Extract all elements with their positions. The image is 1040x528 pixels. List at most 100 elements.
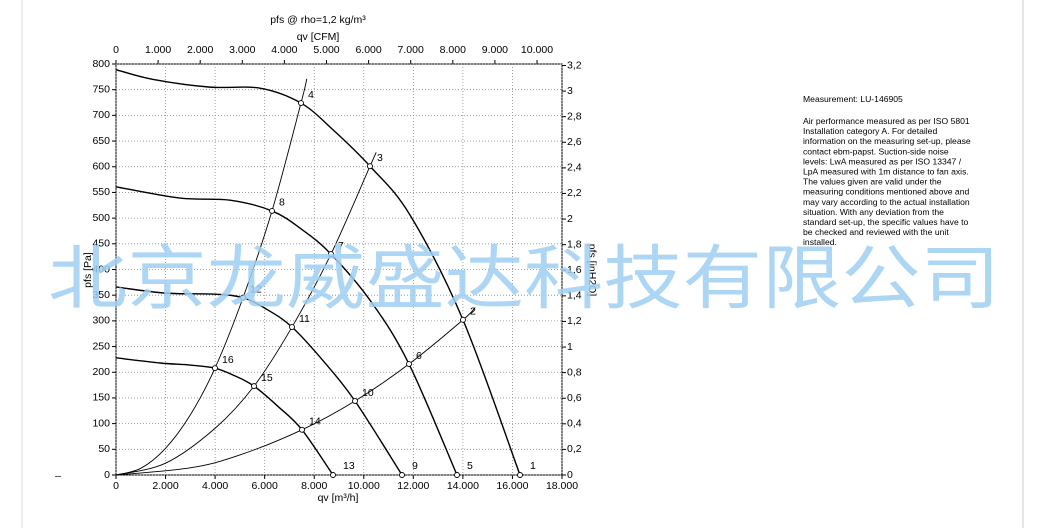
fan-curve	[115, 357, 334, 476]
note-line: may vary according to the actual install…	[803, 197, 970, 207]
point-label: 15	[261, 372, 273, 384]
note-line: Installation category A. For detailed	[803, 126, 937, 136]
note-line: standard set-up, the specific values hav…	[803, 217, 969, 227]
note-line: situation. With any deviation from the	[803, 207, 944, 217]
note-line: installed.	[803, 237, 837, 247]
note-line: Air performance measured as per ISO 5801	[803, 116, 970, 126]
y-axis-label: pfs [Pa]	[82, 252, 94, 288]
point-label: 6	[416, 350, 422, 362]
operating-point	[352, 398, 358, 404]
point-label: 1	[530, 460, 536, 472]
point-label: 5	[467, 460, 473, 472]
x2-tick-label: 9.000	[482, 44, 508, 56]
margin-mark: –	[55, 470, 61, 482]
x-tick-label: 2.000	[152, 480, 178, 492]
point-label: 8	[279, 197, 285, 209]
y2-tick-label: 0,4	[567, 418, 582, 430]
y2-tick-label: 2,2	[567, 187, 582, 199]
operating-point	[328, 251, 334, 258]
x-tick-label: 4.000	[202, 480, 228, 492]
operating-point	[212, 365, 218, 372]
operating-point	[240, 294, 246, 301]
point-label: 14	[309, 416, 321, 428]
operating-point	[460, 316, 466, 323]
system-curve	[115, 152, 377, 476]
y-tick-label: 100	[92, 417, 110, 429]
x-tick-label: 16.000	[496, 480, 528, 492]
y-tick-label: 450	[92, 238, 110, 250]
x2-tick-label: 0	[113, 44, 119, 56]
y-tick-label: 650	[92, 135, 110, 147]
note-line: LpA measured with 1m distance to fan axi…	[803, 167, 969, 177]
y2-tick-label: 0,8	[567, 366, 582, 378]
operating-point	[298, 100, 304, 106]
fan-curve	[115, 186, 458, 476]
y-tick-label: 600	[92, 161, 110, 173]
x2-tick-label: 2.000	[187, 44, 213, 56]
point-label: 11	[299, 313, 310, 325]
x2-tick-label: 1.000	[145, 44, 171, 56]
y-tick-label: 700	[92, 109, 110, 121]
x2-tick-label: 6.000	[355, 44, 381, 56]
x2-tick-label: 8.000	[440, 44, 466, 56]
point-label: 4	[308, 89, 314, 101]
fan-curve	[115, 286, 403, 476]
y-tick-label: 750	[92, 83, 110, 95]
operating-point	[517, 472, 523, 478]
operating-point	[299, 426, 305, 433]
y2-tick-label: 2,4	[567, 162, 582, 174]
point-label: 10	[362, 387, 374, 399]
y-tick-label: 0	[104, 469, 110, 481]
y-tick-label: 500	[92, 212, 110, 224]
fan-curve	[115, 68, 521, 476]
y2-tick-label: 3	[567, 85, 573, 97]
y2-tick-label: 1,8	[567, 238, 582, 250]
y2-tick-label: 1,6	[567, 264, 582, 276]
point-label: 13	[343, 460, 355, 472]
y-tick-label: 200	[92, 366, 110, 378]
system-curve	[115, 307, 476, 476]
x2-tick-label: 4.000	[271, 44, 297, 56]
measurement: Measurement: LU-146905	[803, 94, 903, 104]
y-tick-label: 400	[92, 263, 110, 275]
x2-tick-label: 7.000	[398, 44, 424, 56]
x-tick-label: 6.000	[252, 480, 278, 492]
y2-tick-label: 2	[567, 213, 573, 225]
operating-point	[454, 472, 460, 478]
y-tick-label: 150	[92, 392, 110, 404]
point-label: 12	[250, 284, 262, 296]
point-label: 2	[470, 306, 476, 318]
point-label: 16	[222, 354, 234, 366]
y2-tick-label: 0,2	[567, 443, 582, 455]
y2-tick-label: 1,2	[567, 315, 582, 327]
watermark: 北京龙威盛达科技有限公司	[48, 239, 1000, 317]
chart-title: pfs @ rho=1,2 kg/m³	[270, 14, 366, 26]
x-tick-label: 14.000	[447, 480, 479, 492]
y2-tick-label: 3,2	[567, 59, 582, 71]
y-tick-label: 300	[92, 315, 110, 327]
x-tick-label: 18.000	[546, 480, 578, 492]
y2-tick-label: 2,6	[567, 136, 582, 148]
note-line: contact ebm-papst. Suction-side noise	[803, 146, 949, 156]
operating-point	[406, 361, 412, 367]
point-label: 9	[412, 460, 418, 472]
operating-point	[289, 324, 295, 330]
x-tick-label: 8.000	[301, 480, 327, 492]
operating-point	[269, 207, 275, 214]
y-tick-label: 250	[92, 340, 110, 352]
x2-tick-label: 3.000	[229, 44, 255, 56]
y2-tick-label: 2,8	[567, 110, 582, 122]
system-curve	[115, 78, 308, 476]
x-tick-label: 12.000	[397, 480, 429, 492]
y-tick-label: 550	[92, 186, 110, 198]
x2-axis-label: qv [CFM]	[297, 31, 340, 43]
operating-point	[330, 472, 336, 478]
operating-point	[367, 163, 373, 170]
x-tick-label: 10.000	[348, 480, 380, 492]
operating-point	[399, 472, 405, 478]
y2-tick-label: 0,6	[567, 392, 582, 404]
x2-tick-label: 5.000	[313, 44, 339, 56]
note-line: measuring conditions mentioned above and	[803, 187, 969, 197]
y2-tick-label: 0	[567, 469, 573, 481]
